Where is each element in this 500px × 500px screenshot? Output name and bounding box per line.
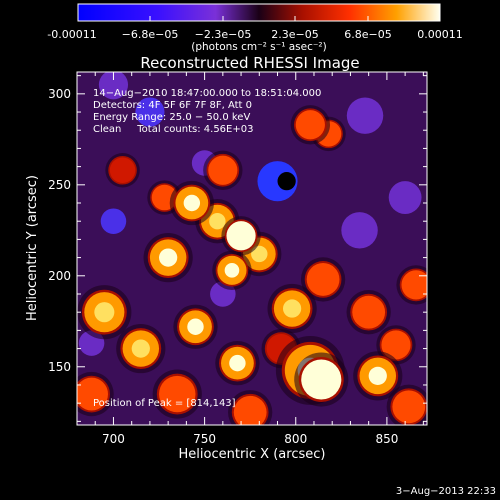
colorbar <box>77 3 441 22</box>
heatmap-source-positive <box>352 295 386 329</box>
colorbar-tick-label: -0.00011 <box>47 28 96 41</box>
y-tick-label: 300 <box>48 87 71 101</box>
heatmap-source-positive <box>392 390 426 424</box>
heatmap-source-negative <box>388 181 422 214</box>
heatmap-source-negative <box>346 97 384 134</box>
colorbar-unit-label: (photons cm⁻² s⁻¹ asec⁻²) <box>191 41 326 53</box>
annotation-peak-position: Position of Peak = [814,143] <box>93 398 236 409</box>
colorbar-tick-label: −6.8e−05 <box>122 28 179 41</box>
heatmap-source-negative <box>341 212 378 249</box>
annotation-time-range: 14−Aug−2010 18:47:00.000 to 18:51:04.000 <box>93 88 321 99</box>
heatmap-source-negative <box>100 208 127 234</box>
heatmap-source-negative <box>135 97 165 127</box>
heatmap-source-positive <box>381 330 411 360</box>
heatmap-source-negative <box>98 72 129 100</box>
colorbar-ticks <box>77 16 441 21</box>
heatmap-source-core <box>368 366 387 385</box>
footer-timestamp: 3−Aug−2013 22:33 <box>396 486 496 497</box>
colorbar-tick-label: 2.3e−05 <box>271 28 318 41</box>
heatmap-source-core <box>94 302 115 323</box>
y-tick-label: 250 <box>48 178 71 192</box>
colorbar-tick-label: −2.3e−05 <box>195 28 252 41</box>
heatmap-source-core <box>251 245 268 263</box>
heatmap-source-positive <box>401 270 427 300</box>
heatmap-source-negative <box>277 172 296 191</box>
heatmap-source-negative <box>257 161 298 202</box>
x-axis: 700 750 800 850 <box>94 72 424 446</box>
heatmap-source-positive <box>109 157 136 184</box>
heatmap-source-core <box>233 228 249 244</box>
x-axis-label: Heliocentric X (arcsec) <box>179 447 326 462</box>
annotation-detectors: Detectors: 4F 5F 6F 7F 8F, Att 0 <box>93 100 252 111</box>
chart-title: Reconstructed RHESSI Image <box>140 54 359 72</box>
colorbar-tick-label: 0.00011 <box>417 28 463 41</box>
y-axis: 150 200 250 300 <box>48 75 427 422</box>
y-tick-label: 200 <box>48 269 71 283</box>
x-tick-label: 700 <box>102 432 125 446</box>
heatmap-source-core <box>159 248 178 267</box>
annotation-clean-counts: Clean Total counts: 4.56E+03 <box>93 124 253 135</box>
heatmap-source-core <box>131 339 150 358</box>
annotation-energy-range: Energy Range: 25.0 − 50.0 keV <box>93 112 250 123</box>
x-tick-label: 850 <box>375 432 398 446</box>
heatmap-source-core <box>229 354 246 372</box>
heatmap-source-core <box>224 263 240 278</box>
heatmap-source-core <box>183 194 201 212</box>
heatmap-source-core <box>209 213 226 230</box>
x-tick-label: 800 <box>284 432 307 446</box>
plot-frame <box>76 71 428 426</box>
y-axis-label: Heliocentric Y (arcsec) <box>25 175 40 321</box>
y-tick-label: 150 <box>48 360 71 374</box>
heatmap-source-positive <box>306 263 340 296</box>
heatmap-source-core <box>311 369 332 390</box>
heatmap-source-positive <box>159 375 196 413</box>
heatmap-source-positive <box>208 155 238 185</box>
heatmap-sources <box>77 72 427 425</box>
heatmap-source-positive <box>295 110 325 140</box>
heatmap-source-core <box>282 299 302 318</box>
heatmap-source-core <box>187 318 204 335</box>
heatmap-source-positive <box>233 395 267 425</box>
colorbar-tick-label: 6.8e−05 <box>344 28 391 41</box>
x-tick-label: 750 <box>193 432 216 446</box>
heatmap-source-positive <box>77 377 108 411</box>
